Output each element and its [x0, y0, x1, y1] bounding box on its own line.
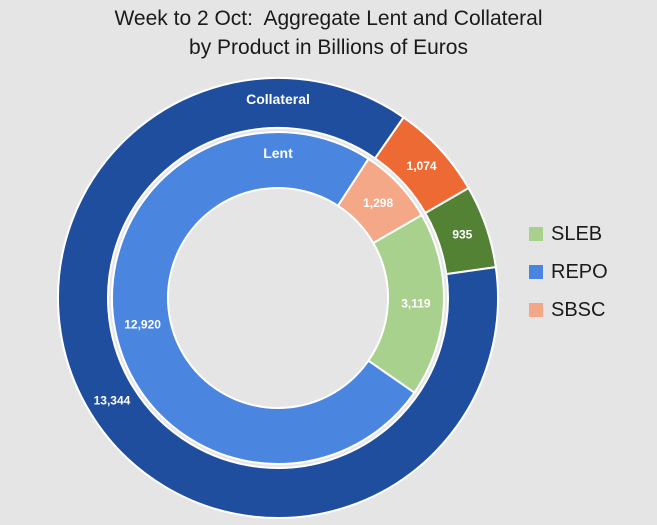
- ring-label-lent: Lent: [263, 145, 293, 161]
- data-label-collateral-repo: 13,344: [94, 393, 131, 407]
- data-label-lent-sleb: 3,119: [401, 297, 431, 311]
- slice-lent-sbsc: [336, 157, 424, 245]
- legend-label-repo: REPO: [551, 260, 608, 283]
- slice-lent-repo: [111, 131, 416, 466]
- chart-title: Week to 2 Oct: Aggregate Lent and Collat…: [0, 4, 657, 62]
- legend-label-sleb: SLEB: [551, 222, 603, 245]
- data-label-collateral-sbsc: 1,074: [407, 159, 437, 173]
- slice-collateral-repo: [57, 77, 499, 519]
- legend-item-repo: REPO: [529, 253, 608, 291]
- legend-swatch-repo: [529, 265, 543, 279]
- chart-title-line-2: by Product in Billions of Euros: [189, 36, 468, 59]
- legend-label-sbsc: SBSC: [551, 298, 606, 321]
- chart-title-line-1: Week to 2 Oct: Aggregate Lent and Collat…: [114, 7, 543, 30]
- legend-item-sleb: SLEB: [529, 215, 608, 253]
- legend-swatch-sbsc: [529, 303, 543, 317]
- data-label-collateral-sleb: 935: [452, 227, 472, 241]
- ring-label-collateral: Collateral: [246, 91, 310, 107]
- data-label-lent-sbsc: 1,298: [363, 196, 393, 210]
- data-label-lent-repo: 12,920: [124, 318, 161, 332]
- legend-item-sbsc: SBSC: [529, 291, 608, 329]
- legend-swatch-sleb: [529, 227, 543, 241]
- legend: SLEB REPO SBSC: [529, 215, 608, 329]
- slice-collateral-sbsc: [373, 115, 470, 215]
